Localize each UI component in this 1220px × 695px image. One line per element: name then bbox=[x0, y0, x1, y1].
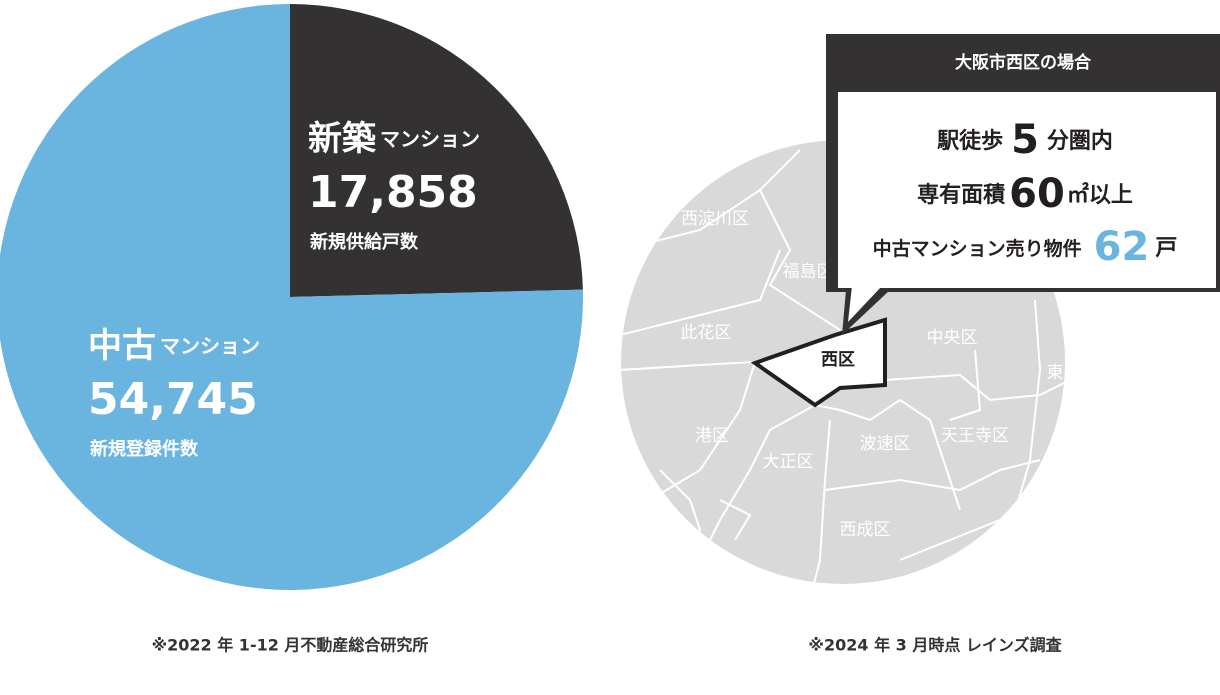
district-label: 港区 bbox=[695, 426, 729, 446]
callout-row: 専有面積 60㎡以上 bbox=[917, 171, 1133, 217]
row-number: 5 bbox=[1011, 117, 1039, 163]
value-label: 54,745 bbox=[88, 374, 258, 425]
category-suffix: マンション bbox=[380, 127, 480, 151]
callout-row: 中古マンション売り物件 62 戸 bbox=[873, 224, 1178, 270]
row-text: 駅徒歩 bbox=[937, 128, 1003, 154]
callout-tail-inner bbox=[848, 286, 882, 322]
district-label: 福島区 bbox=[783, 262, 834, 282]
slice-label: 中古 マンション bbox=[88, 326, 260, 366]
row-number: 60 bbox=[1009, 171, 1065, 217]
district-label: 天王寺区 bbox=[941, 426, 1009, 446]
category-suffix: マンション bbox=[160, 334, 260, 358]
highlight-label: 西区 bbox=[821, 350, 855, 370]
callout-title: 大阪市西区の場合 bbox=[955, 52, 1092, 73]
district-label: 大正区 bbox=[763, 452, 814, 472]
slice-caption: 新規供給戸数 bbox=[310, 231, 419, 253]
slice-caption: 新規登録件数 bbox=[90, 438, 199, 460]
district-label: 此花区 bbox=[681, 323, 732, 343]
pie-slice bbox=[290, 4, 583, 297]
district-label: 東 bbox=[1047, 363, 1064, 383]
slice-label: 新築 マンション bbox=[308, 119, 480, 159]
row-text: ㎡以上 bbox=[1067, 182, 1133, 208]
highlight-district bbox=[750, 317, 887, 408]
map-note: ※2024 年 3 月時点 レインズ調査 bbox=[808, 636, 1061, 655]
row-number: 62 bbox=[1094, 224, 1150, 270]
value-label: 17,858 bbox=[308, 167, 478, 218]
district-label: 西成区 bbox=[840, 520, 891, 540]
district-label: 中央区 bbox=[927, 328, 978, 348]
district-label: 波速区 bbox=[860, 434, 911, 454]
callout: 大阪市西区の場合 駅徒歩 5 分圏内 専有面積 60㎡以上 中古マンション売り物件 62… bbox=[826, 34, 1220, 335]
pie-slice bbox=[0, 4, 583, 590]
category-name: 新築 bbox=[308, 119, 377, 159]
callout-body bbox=[838, 92, 1216, 288]
callout-row: 駅徒歩 5 分圏内 bbox=[937, 117, 1113, 163]
row-text: 中古マンション売り物件 bbox=[873, 237, 1082, 260]
district-label: 西淀川区 bbox=[681, 209, 749, 229]
map-boundaries bbox=[621, 149, 1065, 584]
category-name: 中古 bbox=[88, 326, 156, 366]
row-text: 専有面積 bbox=[917, 182, 1006, 208]
pie-note: ※2022 年 1-12 月不動産総合研究所 bbox=[152, 636, 429, 655]
row-text: 分圏内 bbox=[1047, 129, 1113, 154]
row-text: 戸 bbox=[1155, 236, 1177, 261]
